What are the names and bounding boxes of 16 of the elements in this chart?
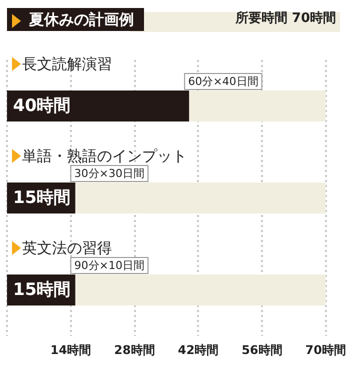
y-tick-label: 長文読解演習 <box>22 55 112 73</box>
x-tick-label: 14時間 <box>50 343 92 357</box>
x-tick-label: 70時間 <box>305 343 346 357</box>
data-label: 40時間 <box>13 96 71 116</box>
x-tick-label: 56時間 <box>242 343 282 357</box>
chart-title: 夏休みの計画例 <box>28 10 134 28</box>
x-tick-label: 42時間 <box>178 343 219 357</box>
text: 所要時間 70時間 <box>234 10 336 26</box>
y-tick-label: 単語・熟語のインプット <box>22 147 187 165</box>
x-tick-label: 28時間 <box>114 343 155 357</box>
data-label: 15時間 <box>13 188 71 208</box>
annotation: 60分×40日間 <box>188 75 258 88</box>
annotation: 90分×10日間 <box>74 259 144 272</box>
y-tick-label: 英文法の習得 <box>22 239 112 257</box>
annotation: 30分×30日間 <box>74 167 144 180</box>
data-label: 15時間 <box>13 280 71 300</box>
